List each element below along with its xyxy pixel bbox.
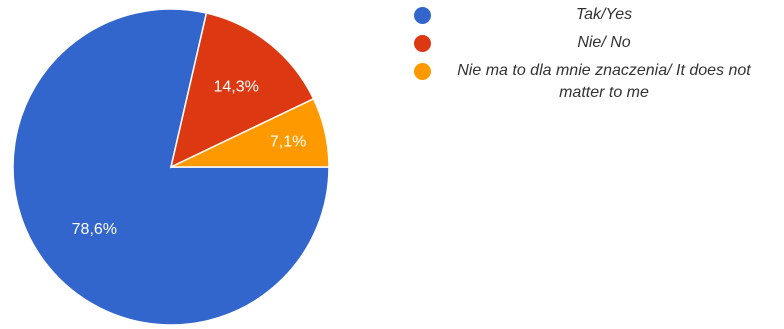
legend: Tak/Yes Nie/ No Nie ma to dla mnie znacz…: [414, 4, 754, 110]
legend-dot-no: [414, 35, 431, 52]
slice-label-no: 14,3%: [214, 79, 259, 96]
pie-slice-no[interactable]: [169, 12, 315, 169]
legend-dot-yes: [414, 7, 431, 24]
slice-label-yes: 78,6%: [72, 221, 117, 238]
legend-label-no: Nie/ No: [577, 34, 631, 51]
legend-item-neutral[interactable]: Nie ma to dla mnie znaczenia/ It does no…: [414, 60, 754, 104]
pie-chart: 78,6% 14,3% 7,1%: [12, 8, 330, 326]
legend-label-yes: Tak/Yes: [575, 6, 633, 23]
legend-item-no[interactable]: Nie/ No: [414, 32, 754, 54]
legend-dot-neutral: [414, 63, 431, 80]
legend-item-yes[interactable]: Tak/Yes: [414, 4, 754, 26]
legend-label-neutral: Nie ma to dla mnie znaczenia/ It does no…: [457, 62, 751, 101]
slice-label-neutral: 7,1%: [270, 133, 306, 150]
pie-slice-neutral[interactable]: [170, 97, 330, 168]
